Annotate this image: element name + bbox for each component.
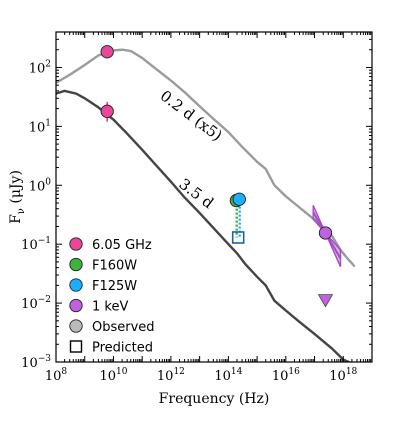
y-axis-title: Fν (μJy) xyxy=(8,170,27,224)
x-axis-title: Frequency (Hz) xyxy=(159,391,270,407)
x-tick-label: 1010 xyxy=(99,367,127,384)
legend-marker-5 xyxy=(69,340,83,353)
legend-label-0: 6.05 GHz xyxy=(92,238,152,253)
legend-label-4: Observed xyxy=(92,320,155,335)
upper-limit-6 xyxy=(317,294,334,308)
legend-marker-0 xyxy=(69,237,83,251)
x-tick-label: 1016 xyxy=(272,367,300,384)
data-point-0 xyxy=(100,45,114,59)
curve-annotation-0: 0.2 d (x5) xyxy=(157,87,226,145)
x-tick-label: 1012 xyxy=(157,367,185,384)
data-point-3 xyxy=(232,192,246,206)
legend-label-2: F125W xyxy=(92,279,137,294)
legend-label-5: Predicted xyxy=(92,341,153,356)
data-point-5 xyxy=(318,226,333,240)
legend-label-3: 1 keV xyxy=(92,300,128,315)
x-tick-label: 1014 xyxy=(214,367,242,384)
predicted-point-4 xyxy=(231,231,245,244)
annotation-layer: 0.2 d (x5) 3.5 d xyxy=(157,87,226,213)
legend-marker-1 xyxy=(69,257,83,272)
legend: 6.05 GHz F160W F125W 1 keV Observed Predicted xyxy=(69,237,155,356)
plot-frame xyxy=(55,31,373,363)
y-tick-label: 10−2 xyxy=(21,295,51,312)
y-tick-label: 10−1 xyxy=(21,236,51,253)
legend-marker-3 xyxy=(69,298,83,313)
x-tick-label: 1018 xyxy=(329,367,357,384)
marker-layer xyxy=(100,45,334,308)
legend-marker-2 xyxy=(69,278,83,292)
legend-label-1: F160W xyxy=(92,259,137,274)
tick-layer: 108 1010 1012 1014 1016 1018 10−3 10−2 10−1 100 10… xyxy=(21,31,373,384)
series-line-1 xyxy=(56,89,352,362)
y-tick-label: 100 xyxy=(29,177,52,194)
series-line-0 xyxy=(56,48,356,268)
y-tick-label: 102 xyxy=(29,59,51,76)
y-tick-label: 101 xyxy=(29,118,51,135)
data-point-1 xyxy=(100,104,114,118)
curve-annotation-1: 3.5 d xyxy=(176,175,218,213)
legend-marker-4 xyxy=(69,319,83,333)
y-tick-label: 10−3 xyxy=(21,354,51,371)
x-tick-label: 108 xyxy=(45,367,68,384)
